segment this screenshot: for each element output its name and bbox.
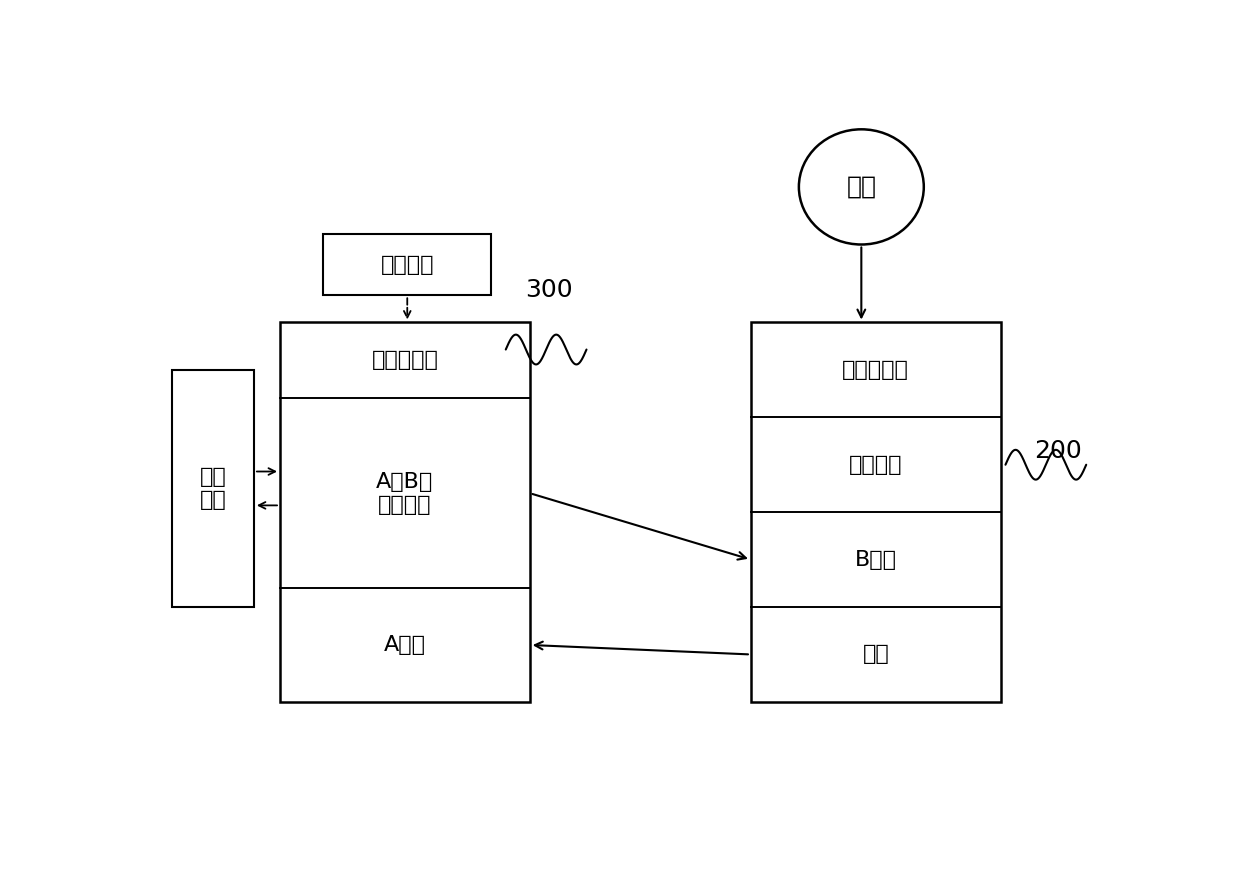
Text: 输入
单元: 输入 单元 xyxy=(200,467,227,510)
FancyBboxPatch shape xyxy=(172,370,254,607)
Text: 电台: 电台 xyxy=(862,644,889,664)
Text: A天线: A天线 xyxy=(384,635,425,655)
Text: 200: 200 xyxy=(1034,439,1083,463)
Text: 卫星: 卫星 xyxy=(847,175,877,199)
Text: A、B信
号发射器: A、B信 号发射器 xyxy=(376,472,434,515)
Text: 主控制器: 主控制器 xyxy=(849,455,903,474)
FancyBboxPatch shape xyxy=(280,322,529,702)
Text: 移动控制器: 移动控制器 xyxy=(372,350,438,370)
Ellipse shape xyxy=(799,129,924,245)
Text: 卫星接收器: 卫星接收器 xyxy=(842,360,909,380)
FancyBboxPatch shape xyxy=(324,234,491,296)
FancyBboxPatch shape xyxy=(751,322,1001,702)
Text: B天线: B天线 xyxy=(854,550,897,569)
Text: 显示单元: 显示单元 xyxy=(381,255,434,275)
Text: 300: 300 xyxy=(525,278,573,302)
